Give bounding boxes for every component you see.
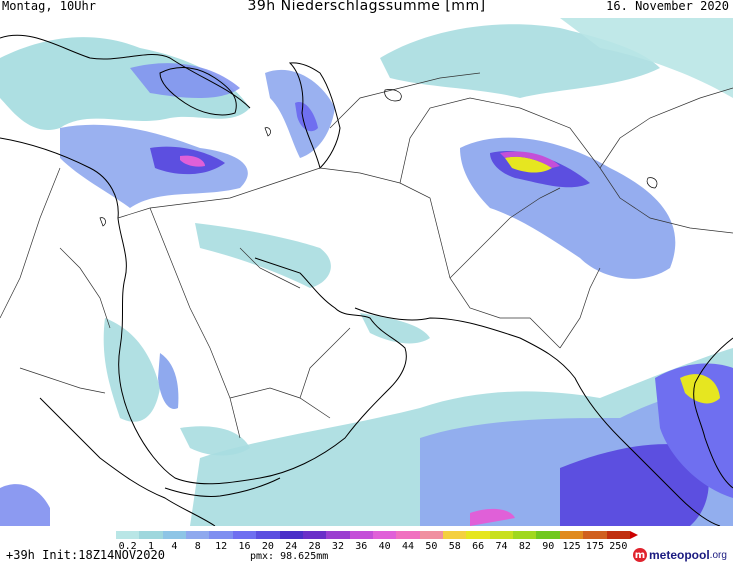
colorbar-swatch [443, 531, 467, 539]
colorbar-labels: 0.2 1 4 8 12 16 20 24 28 32 36 40 44 50 58 66 74 82 90 125 1… [116, 541, 630, 553]
colorbar-swatch [232, 531, 257, 539]
precip-core-redsea [158, 353, 179, 409]
precip-area-blacksea [130, 63, 240, 98]
colorbar-tick-label: 40 [378, 541, 391, 552]
precip-area-central-asia [380, 24, 660, 98]
colorbar-tick-label: 0.2 [118, 541, 137, 552]
colorbar-swatch [466, 531, 490, 539]
precip-area-north-east [560, 18, 733, 98]
precip-peak-south [470, 508, 515, 526]
colorbar-swatch [419, 531, 444, 539]
init-time-label: +39h Init:18Z14NOV2020 [6, 548, 165, 562]
colorbar-swatch [489, 531, 514, 539]
colorbar-tick-label: 1 [148, 541, 155, 552]
forecast-date-label: 16. November 2020 [606, 0, 729, 13]
colorbar-tick-label: 8 [194, 541, 201, 552]
colorbar-tick-label: 82 [518, 541, 531, 552]
coastlines [0, 34, 733, 526]
precip-area-redsea [103, 318, 160, 422]
colorbar-swatch [349, 531, 373, 539]
colorbar-tick-label: 175 [585, 541, 604, 552]
logo-tld: .org [709, 549, 727, 561]
colorbar-tick-label: 44 [402, 541, 415, 552]
colorbar-swatch [559, 531, 584, 539]
forecast-day-label: Montag, 10Uhr [2, 0, 96, 13]
colorbar-overflow-arrow [630, 531, 638, 539]
colorbar-tick-label: 125 [562, 541, 581, 552]
colorbar-tick-label: 32 [331, 541, 344, 552]
precip-peak-east [680, 374, 720, 404]
precipitation-field [0, 18, 733, 526]
country-borders [0, 72, 733, 439]
precip-core-caspian [295, 102, 318, 132]
colorbar-swatch [162, 531, 187, 539]
precip-area-oman [360, 313, 430, 344]
lakes [99, 89, 658, 227]
colorbar-tick-label: 90 [542, 541, 555, 552]
colorbar-swatch [209, 531, 233, 539]
colorbar-tick-label: 12 [215, 541, 228, 552]
precip-peak-himalaya [505, 156, 552, 173]
colorbar-tick-label: 36 [355, 541, 368, 552]
colorbar-tick-label: 20 [261, 541, 274, 552]
colorbar-swatch [279, 531, 303, 539]
colorbar-swatch [326, 531, 350, 539]
colorbar-swatch [536, 531, 560, 539]
precipitation-map [0, 18, 733, 526]
colorbar-swatch [302, 531, 327, 539]
precip-area-turkey [0, 37, 250, 131]
colorbar-swatch [513, 531, 537, 539]
colorbar-tick-label: 66 [472, 541, 485, 552]
colorbar-swatch [396, 531, 420, 539]
precip-edge-himalaya [500, 151, 560, 168]
map-canvas [0, 18, 733, 526]
colorbar-swatch [186, 531, 210, 539]
colorbar-tick-label: 28 [308, 541, 321, 552]
meteopool-logo-icon: m [633, 548, 647, 562]
meteopool-logo: m meteopool .org [633, 546, 727, 564]
precip-core-ocean [560, 444, 709, 526]
colorbar-swatch [139, 531, 163, 539]
colorbar-tick-label: 58 [448, 541, 461, 552]
precip-area-gulf [195, 223, 331, 288]
colorbar-tick-label: 250 [609, 541, 628, 552]
colorbar-tick-label: 24 [285, 541, 298, 552]
colorbar-tick-label: 50 [425, 541, 438, 552]
precip-area-yemen [180, 426, 250, 456]
colorbar-tick-label: 4 [171, 541, 178, 552]
precip-area-horn [0, 484, 50, 526]
precipitation-colorbar [116, 531, 630, 539]
colorbar-tick-label: 16 [238, 541, 251, 552]
colorbar-swatch [583, 531, 607, 539]
colorbar-swatch [256, 531, 280, 539]
colorbar-swatch [606, 531, 630, 539]
pmx-label: pmx: 98.625mm [250, 551, 329, 562]
colorbar-swatch [372, 531, 397, 539]
map-title: 39h Niederschlagssumme [mm] [247, 0, 486, 14]
precip-area-levant [60, 124, 248, 208]
colorbar-swatch [116, 531, 140, 539]
logo-text: meteopool [649, 548, 710, 562]
precip-core-levant-peak [180, 155, 205, 167]
colorbar-tick-label: 74 [495, 541, 508, 552]
